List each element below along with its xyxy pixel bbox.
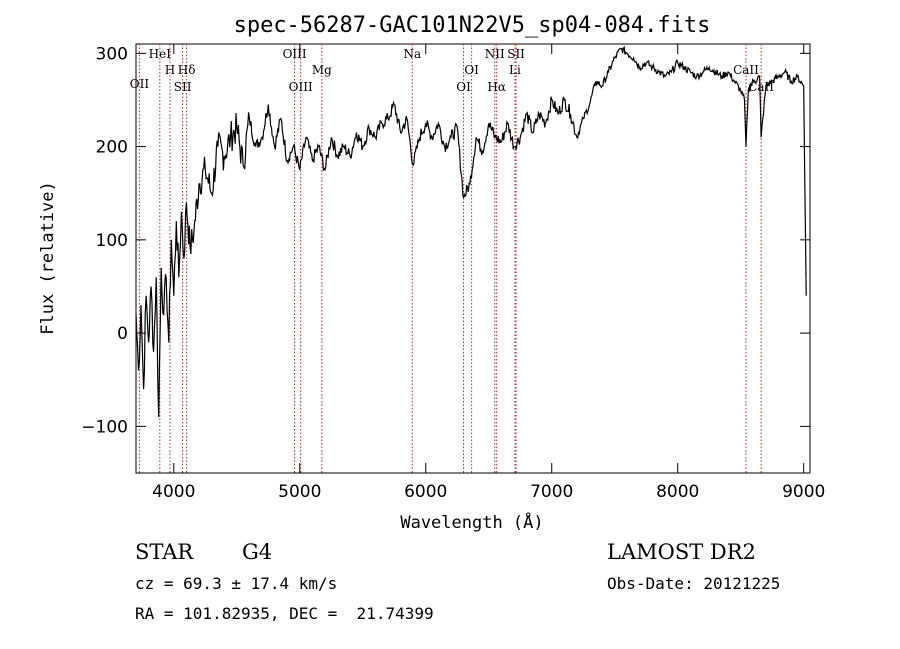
object-class: STAR — [135, 540, 194, 564]
observation-date: Obs-Date: 20121225 — [607, 574, 781, 593]
spectral-line-markers: OII HeI H Hδ SII OIII OIII Mg Na OI OI Hα NII Li SII Ca… — [130, 44, 774, 473]
x-tick-label: 4000 — [152, 482, 195, 502]
line-marker-label: H — [165, 63, 175, 77]
line-marker-label: Li — [509, 63, 521, 77]
redshift-value: cz = 69.3 ± 17.4 km/s — [135, 574, 338, 593]
y-tick-label: 300 — [96, 44, 128, 64]
line-marker-label: OII — [130, 77, 150, 91]
x-axis-label: Wavelength (Å) — [400, 511, 543, 533]
line-marker-label: OIII — [289, 80, 313, 94]
chart-title: spec-56287-GAC101N22V5_sp04-084.fits — [234, 13, 711, 38]
x-tick-label: 7000 — [530, 482, 573, 502]
object-subclass: G4 — [242, 540, 273, 564]
y-tick-label: 200 — [96, 138, 128, 158]
line-marker-label: Hδ — [178, 63, 196, 77]
line-marker-label: CaII — [733, 63, 759, 77]
coordinates: RA = 101.82935, DEC = 21.74399 — [135, 604, 434, 623]
x-tick-label: 6000 — [404, 482, 447, 502]
y-tick-label: 0 — [117, 324, 128, 344]
x-tick-label: 9000 — [782, 482, 825, 502]
spectrum-series-line — [135, 45, 807, 418]
line-marker-label: Hα — [487, 80, 506, 94]
plot-frame — [135, 43, 811, 474]
line-marker-label: OIII — [283, 47, 307, 61]
y-tick-label: 100 — [96, 231, 128, 251]
line-marker-label: OI — [456, 80, 471, 94]
line-marker-label: NII — [485, 47, 505, 61]
line-marker-label: SII — [174, 80, 192, 94]
line-marker-label: SII — [507, 47, 525, 61]
y-axis-label: Flux (relative) — [38, 181, 58, 335]
x-tick-label: 5000 — [278, 482, 321, 502]
axis-ticks: 4000 5000 6000 7000 8000 9000 −100 0 100 200 300 — [81, 44, 825, 502]
line-marker-label: OI — [464, 63, 479, 77]
line-marker-label: Na — [403, 47, 421, 61]
x-tick-label: 8000 — [656, 482, 699, 502]
survey-name: LAMOST DR2 — [607, 540, 756, 564]
line-marker-label: Mg — [312, 63, 332, 77]
line-marker-label: HeI — [149, 47, 172, 61]
y-tick-label: −100 — [81, 417, 128, 437]
